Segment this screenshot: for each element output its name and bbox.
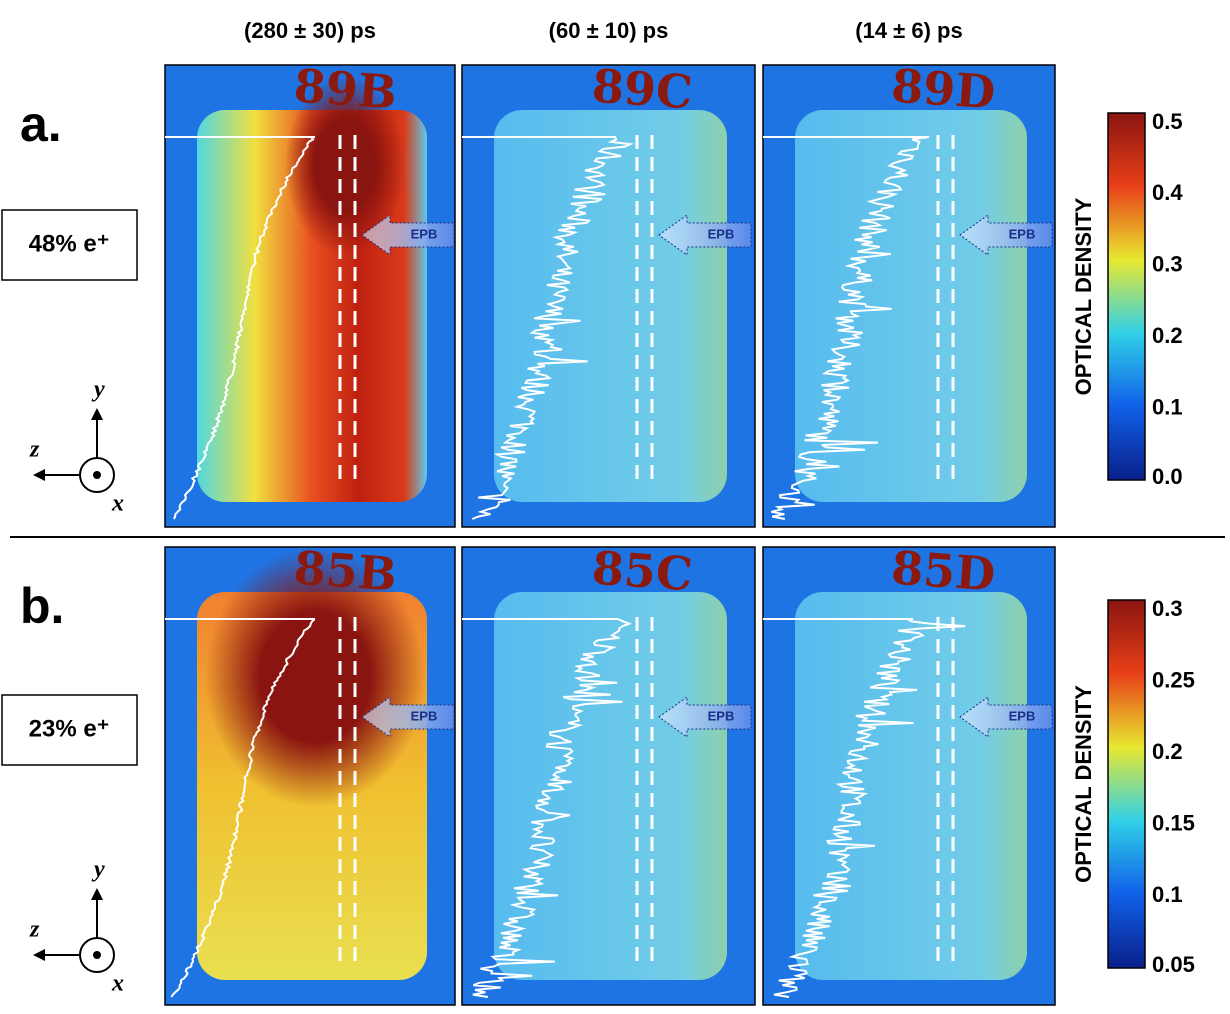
film-tag: 89C xyxy=(590,59,694,120)
row-label: b. xyxy=(20,578,64,634)
profile-curve xyxy=(763,136,930,520)
colorbar-tick: 0.1 xyxy=(1152,882,1183,907)
colorbar-tick: 0.05 xyxy=(1152,952,1195,977)
colorbar-tick: 0.25 xyxy=(1152,667,1195,692)
film-tag: 89D xyxy=(890,58,997,119)
epb-label: EPB xyxy=(1009,226,1036,241)
axis-y: y xyxy=(91,857,105,883)
colorbar-tick: 0.0 xyxy=(1152,464,1183,489)
epb-label: EPB xyxy=(708,226,735,241)
colorbar-tick: 0.2 xyxy=(1152,323,1183,348)
profile-curve xyxy=(165,618,316,998)
column-header: (14 ± 6) ps xyxy=(855,18,962,43)
colorbar-tick: 0.15 xyxy=(1152,811,1195,836)
epb-arrow xyxy=(959,696,1053,738)
axis-head xyxy=(33,949,45,961)
axis-head xyxy=(91,408,103,420)
axis-dot xyxy=(93,951,101,959)
column-header: (60 ± 10) ps xyxy=(549,18,669,43)
epb-label: EPB xyxy=(708,708,735,723)
label-box xyxy=(1,209,138,281)
film-area xyxy=(494,110,727,502)
colorbar-title: OPTICAL DENSITY xyxy=(1071,685,1096,883)
colorbar xyxy=(1107,599,1146,969)
profile-curve xyxy=(462,136,634,520)
colorbar-tick: 0.2 xyxy=(1152,739,1183,764)
film-tag: 85B xyxy=(292,540,398,601)
axis-z: z xyxy=(29,917,40,943)
colorbar xyxy=(1107,112,1146,481)
film-area xyxy=(795,592,1027,980)
film-tag: 85D xyxy=(890,540,997,601)
column-header: (280 ± 30) ps xyxy=(244,18,376,43)
epb-label: EPB xyxy=(411,708,438,723)
hot-spot xyxy=(205,547,425,807)
axis-dot xyxy=(93,471,101,479)
positron-label: 48% e⁺ xyxy=(29,230,110,257)
epb-arrow xyxy=(361,214,455,256)
epb-label: EPB xyxy=(411,226,438,241)
epb-arrow xyxy=(361,696,455,738)
hot-spot xyxy=(285,75,405,255)
film-area xyxy=(795,110,1027,502)
axis-x: x xyxy=(111,971,124,997)
colorbar-tick: 0.3 xyxy=(1152,252,1183,277)
profile-curve xyxy=(165,136,315,520)
axis-head xyxy=(91,888,103,900)
film-tag: 89B xyxy=(292,58,398,119)
profile-curve xyxy=(763,618,966,998)
film-tag: 85C xyxy=(590,541,694,602)
label-box xyxy=(1,694,138,766)
film-area xyxy=(494,592,727,980)
colorbar-tick: 0.1 xyxy=(1152,394,1183,419)
colorbar-tick: 0.4 xyxy=(1152,180,1183,205)
axis-x: x xyxy=(111,491,124,517)
row-label: a. xyxy=(20,96,62,152)
epb-label: EPB xyxy=(1009,708,1036,723)
epb-arrow xyxy=(658,696,752,738)
axis-y: y xyxy=(91,377,105,403)
colorbar-tick: 0.5 xyxy=(1152,109,1183,134)
colorbar-title: OPTICAL DENSITY xyxy=(1071,197,1096,395)
axis-head xyxy=(33,469,45,481)
positron-label: 23% e⁺ xyxy=(29,715,110,742)
epb-arrow xyxy=(959,214,1053,256)
axis-z: z xyxy=(29,437,40,463)
profile-curve xyxy=(462,618,633,998)
epb-arrow xyxy=(658,214,752,256)
colorbar-tick: 0.3 xyxy=(1152,596,1183,621)
